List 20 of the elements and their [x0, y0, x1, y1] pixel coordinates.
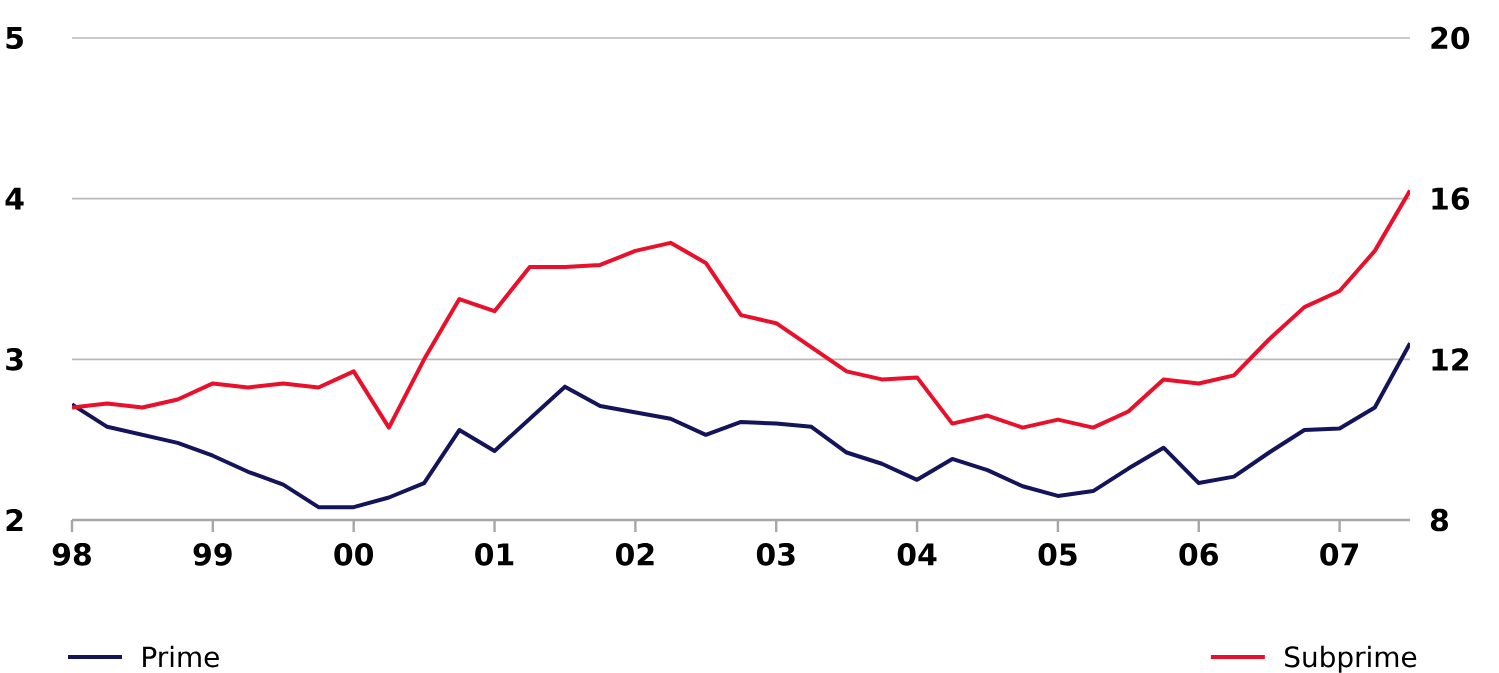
legend-label: Subprime [1285, 645, 1417, 673]
x-tick-label: 03 [756, 543, 795, 566]
y-tick-label: 4 [5, 187, 24, 210]
x-tick-label: 04 [897, 543, 937, 566]
y2-tick-label: 8 [1430, 508, 1448, 532]
x-tick-label: 00 [334, 543, 374, 566]
x-tick-label: 06 [1179, 543, 1218, 566]
y2-tick-label: 20 [1431, 26, 1470, 50]
x-tick-label: 05 [1038, 543, 1077, 566]
x-tick-label: 02 [616, 543, 654, 566]
x-tick-label: 07 [1320, 543, 1358, 566]
y2-tick-label: 16 [1432, 187, 1470, 210]
x-tick-label: 99 [193, 543, 232, 566]
y2-tick-label: 12 [1432, 348, 1469, 371]
y-tick-label: 3 [6, 348, 23, 371]
y-tick-label: 5 [6, 26, 23, 50]
x-tick-label: 98 [52, 543, 91, 566]
legend-label: Prime [143, 645, 219, 668]
y-tick-label: 2 [6, 508, 23, 532]
x-tick-label: 01 [475, 543, 514, 566]
